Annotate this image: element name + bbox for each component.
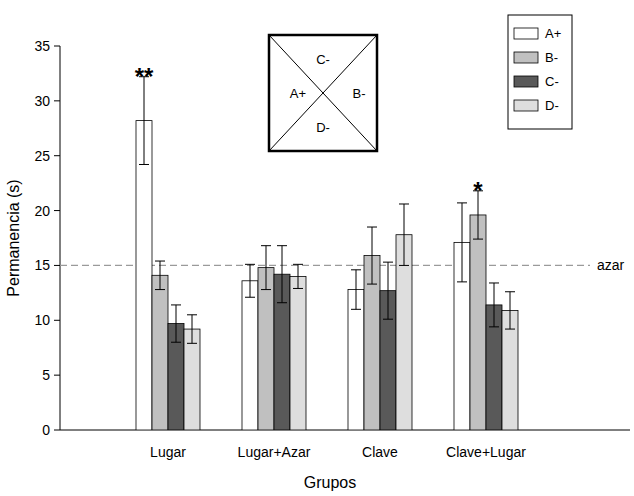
inset-label: C-	[316, 52, 330, 67]
y-tick-label: 20	[34, 203, 50, 219]
error-bar	[457, 203, 467, 282]
inset-diagonal	[269, 35, 377, 151]
legend-swatch	[514, 100, 538, 111]
y-tick	[54, 100, 60, 101]
y-axis-label: Permanencia (s)	[5, 179, 22, 296]
inset-frame	[269, 35, 377, 151]
bar	[136, 121, 152, 430]
error-bar	[187, 315, 197, 344]
error-bar	[139, 77, 149, 165]
annotation: *	[473, 177, 483, 204]
bar	[258, 268, 274, 430]
error-bar	[155, 261, 165, 290]
error-bar	[489, 283, 499, 327]
y-tick-label: 0	[42, 422, 50, 438]
error-bar	[261, 246, 271, 290]
inset-label: A+	[290, 86, 306, 101]
error-bar	[367, 227, 377, 284]
y-tick-label: 5	[42, 367, 50, 383]
legend-label: D-	[545, 98, 559, 113]
error-bar	[505, 292, 515, 329]
y-tick	[54, 320, 60, 321]
legend-box	[508, 15, 572, 129]
inset-diagonal	[269, 35, 377, 151]
legend-label: B-	[545, 50, 558, 65]
bar	[470, 215, 486, 430]
legend-label: A+	[545, 26, 561, 41]
error-bar	[293, 264, 303, 288]
bar	[290, 276, 306, 430]
y-tick-label: 10	[34, 312, 50, 328]
error-bar	[171, 305, 181, 342]
bar	[242, 281, 258, 430]
x-axis-label: Grupos	[304, 474, 356, 491]
legend-label: C-	[545, 74, 559, 89]
y-tick	[54, 46, 60, 47]
legend-swatch	[514, 28, 538, 39]
error-bar	[351, 270, 361, 309]
y-tick	[54, 210, 60, 211]
error-bar	[245, 264, 255, 297]
bar	[184, 329, 200, 430]
x-tick-label: Lugar	[150, 444, 186, 460]
error-bar	[383, 262, 393, 319]
inset-label: B-	[353, 86, 366, 101]
bar	[348, 290, 364, 430]
error-bar	[399, 204, 409, 265]
y-tick-label: 15	[34, 257, 50, 273]
inset-label: D-	[316, 120, 330, 135]
reference-label: azar	[597, 257, 625, 273]
y-tick	[54, 430, 60, 431]
legend-swatch	[514, 76, 538, 87]
y-tick	[54, 265, 60, 266]
legend-swatch	[514, 52, 538, 63]
y-axis	[60, 46, 61, 430]
inset-diagram: C- A+ B- D-	[269, 35, 377, 151]
chart: 0 5 10 15 20 25 30 35 Permanencia (s) Grupos Lugar…	[0, 0, 634, 496]
annotation: **	[135, 63, 154, 90]
x-tick-label: Lugar+Azar	[238, 444, 311, 460]
error-bar	[277, 246, 287, 303]
y-tick	[54, 155, 60, 156]
x-tick-label: Clave+Lugar	[446, 444, 526, 460]
y-tick	[54, 375, 60, 376]
y-tick-label: 30	[34, 93, 50, 109]
bar	[152, 275, 168, 430]
legend: A+ B- C- D-	[508, 15, 572, 129]
bars	[136, 77, 518, 430]
x-tick-label: Clave	[362, 444, 398, 460]
y-tick-label: 25	[34, 148, 50, 164]
y-tick-label: 35	[34, 38, 50, 54]
